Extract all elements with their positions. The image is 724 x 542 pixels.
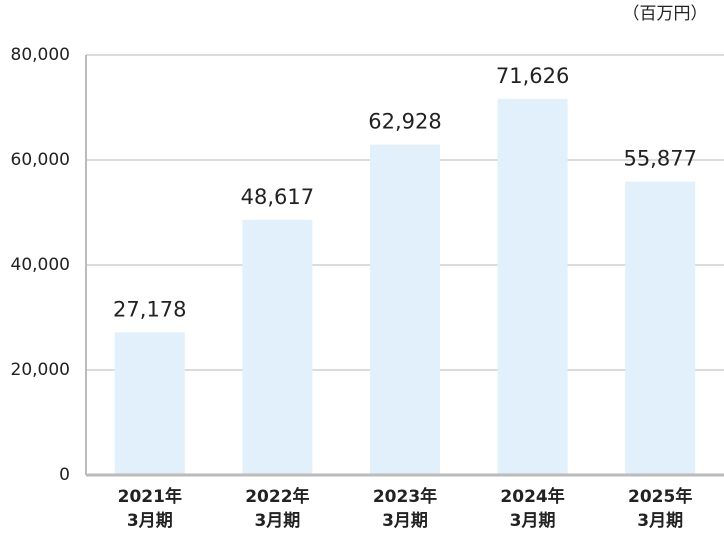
- x-tick-label: 2023年 3月期: [372, 487, 438, 531]
- value-label: 55,877: [623, 147, 696, 171]
- value-label: 27,178: [113, 297, 186, 321]
- x-tick-label: 2024年 3月期: [500, 487, 565, 531]
- y-tick-label: 40,000: [11, 255, 70, 275]
- bar: [625, 181, 696, 475]
- bar: [114, 332, 185, 475]
- y-tick-label: 60,000: [11, 150, 70, 170]
- bar: [497, 98, 568, 475]
- value-label: 71,626: [496, 64, 569, 88]
- x-tick-label: 2021年 3月期: [117, 487, 182, 531]
- x-tick-label: 2025年 3月期: [628, 487, 693, 531]
- x-tick-label: 2022年 3月期: [245, 487, 310, 531]
- unit-label: （百万円）: [623, 4, 708, 24]
- y-tick-label: 80,000: [11, 45, 70, 65]
- bar: [242, 219, 313, 475]
- y-tick-label: 20,000: [11, 360, 70, 380]
- value-label: 62,928: [368, 110, 441, 134]
- bar: [370, 144, 440, 476]
- value-label: 48,617: [241, 185, 314, 209]
- y-tick-label: 0: [59, 465, 70, 485]
